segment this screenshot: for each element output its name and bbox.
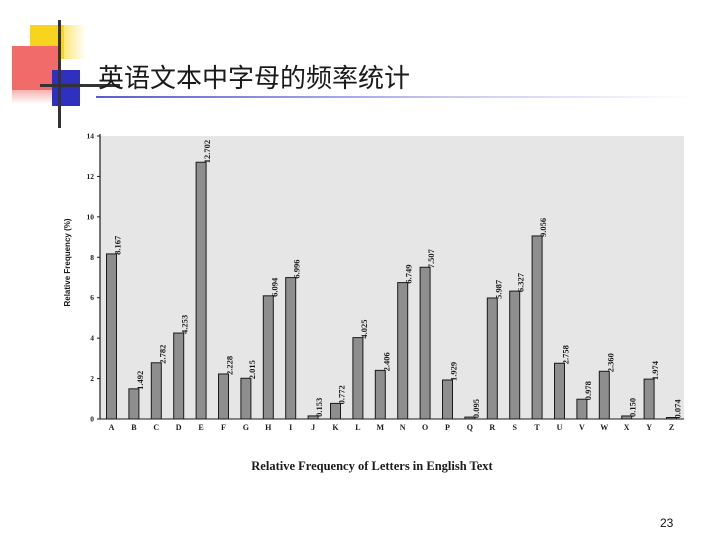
bar-Z [666,417,677,420]
value-label-I: 6.996 [292,259,302,278]
value-label-X: 0.150 [628,398,638,417]
y-tick-label: 10 [87,212,95,221]
bar-R [486,297,498,420]
bar-F [218,373,229,420]
bar-Q [464,416,476,420]
bar-H [262,295,274,420]
bar-E [195,161,207,420]
value-label-H: 6.094 [269,277,279,297]
value-label-D: 4.253 [180,315,190,334]
value-label-B: 1.492 [135,371,145,390]
bar-C [150,362,162,420]
value-label-K: 0.772 [337,385,347,404]
value-label-Z: 0.074 [673,399,683,419]
bar-T [531,235,543,420]
decor-vertical-line [58,20,61,128]
x-tick-label-H: H [265,423,272,432]
x-tick-label-O: O [422,423,428,432]
x-tick-label-Z: Z [669,423,674,432]
x-tick-label-B: B [131,423,137,432]
x-tick-label-S: S [512,423,517,432]
y-tick-label: 6 [90,293,94,302]
bar-V [576,398,588,420]
x-tick-label-N: N [400,423,406,432]
y-axis-label: Relative Frequency (%) [63,218,72,306]
page-number: 23 [660,516,674,530]
value-label-P: 1.929 [449,362,459,381]
x-tick-label-C: C [153,423,159,432]
plot-area [100,136,684,419]
x-tick-label-J: J [311,423,315,432]
x-tick-label-M: M [377,423,385,432]
slide-title: 英语文本中字母的频率统计 [98,64,411,94]
bar-G [240,377,252,420]
x-tick-label-D: D [176,423,182,432]
x-tick-label-R: R [489,423,495,432]
value-label-U: 2.758 [561,345,571,364]
bar-A [106,253,117,420]
bar-S [509,290,521,420]
value-label-R: 5.987 [493,279,503,299]
decor-red-fade [12,90,58,104]
x-tick-label-I: I [289,423,292,432]
value-label-A: 8.167 [113,235,123,255]
x-tick-label-K: K [332,423,339,432]
decor-red-square [12,46,58,90]
bar-K [330,402,341,420]
bar-U [554,362,565,420]
decor-horizontal-line [40,84,120,87]
y-tick-label: 8 [90,253,94,262]
x-tick-label-L: L [355,423,360,432]
value-label-W: 2.360 [605,353,615,372]
x-tick-label-W: W [600,423,608,432]
value-label-L: 4.025 [359,320,369,339]
x-tick-label-A: A [109,423,115,432]
value-label-N: 6.749 [404,264,414,283]
y-tick-label: 2 [90,374,94,383]
decor-blue-square [52,70,80,106]
x-tick-label-Q: Q [467,423,473,432]
value-label-T: 9.056 [538,218,548,237]
x-tick-label-G: G [243,423,249,432]
bar-D [173,332,185,420]
x-tick-label-P: P [445,423,450,432]
x-tick-label-Y: Y [646,423,652,432]
title-underline [96,96,694,98]
y-tick-label: 0 [90,415,94,424]
x-axis-label: Relative Frequency of Letters in English… [251,459,493,473]
bar-O [419,266,431,420]
bar-P [442,379,453,420]
x-tick-label-U: U [557,423,563,432]
y-tick-label: 4 [90,334,94,343]
value-label-M: 2.406 [381,352,391,371]
bar-X [621,415,633,420]
value-label-F: 2.228 [225,356,235,375]
x-tick-label-E: E [198,423,203,432]
y-tick-label: 14 [87,132,95,141]
x-tick-label-V: V [579,423,585,432]
decor-yellow-fade [64,25,86,59]
value-label-E: 12.702 [202,140,212,163]
value-label-J: 0.153 [314,398,324,417]
value-label-S: 6.327 [516,272,526,292]
bar-M [374,369,386,420]
bar-W [598,370,610,420]
x-tick-label-T: T [534,423,540,432]
value-label-C: 2.782 [157,345,167,364]
value-label-V: 0.978 [583,381,593,400]
value-label-G: 2.015 [247,360,257,379]
bar-N [397,282,409,420]
y-tick-label: 12 [87,172,95,181]
bar-I [285,277,297,420]
value-label-Q: 0.095 [471,399,481,418]
value-label-Y: 1.974 [650,360,660,380]
value-label-O: 7.507 [426,248,436,268]
bar-J [307,415,319,420]
bar-B [128,388,140,420]
x-tick-label-X: X [624,423,630,432]
bar-L [352,337,364,420]
bar-Y [643,378,655,420]
x-tick-label-F: F [221,423,226,432]
